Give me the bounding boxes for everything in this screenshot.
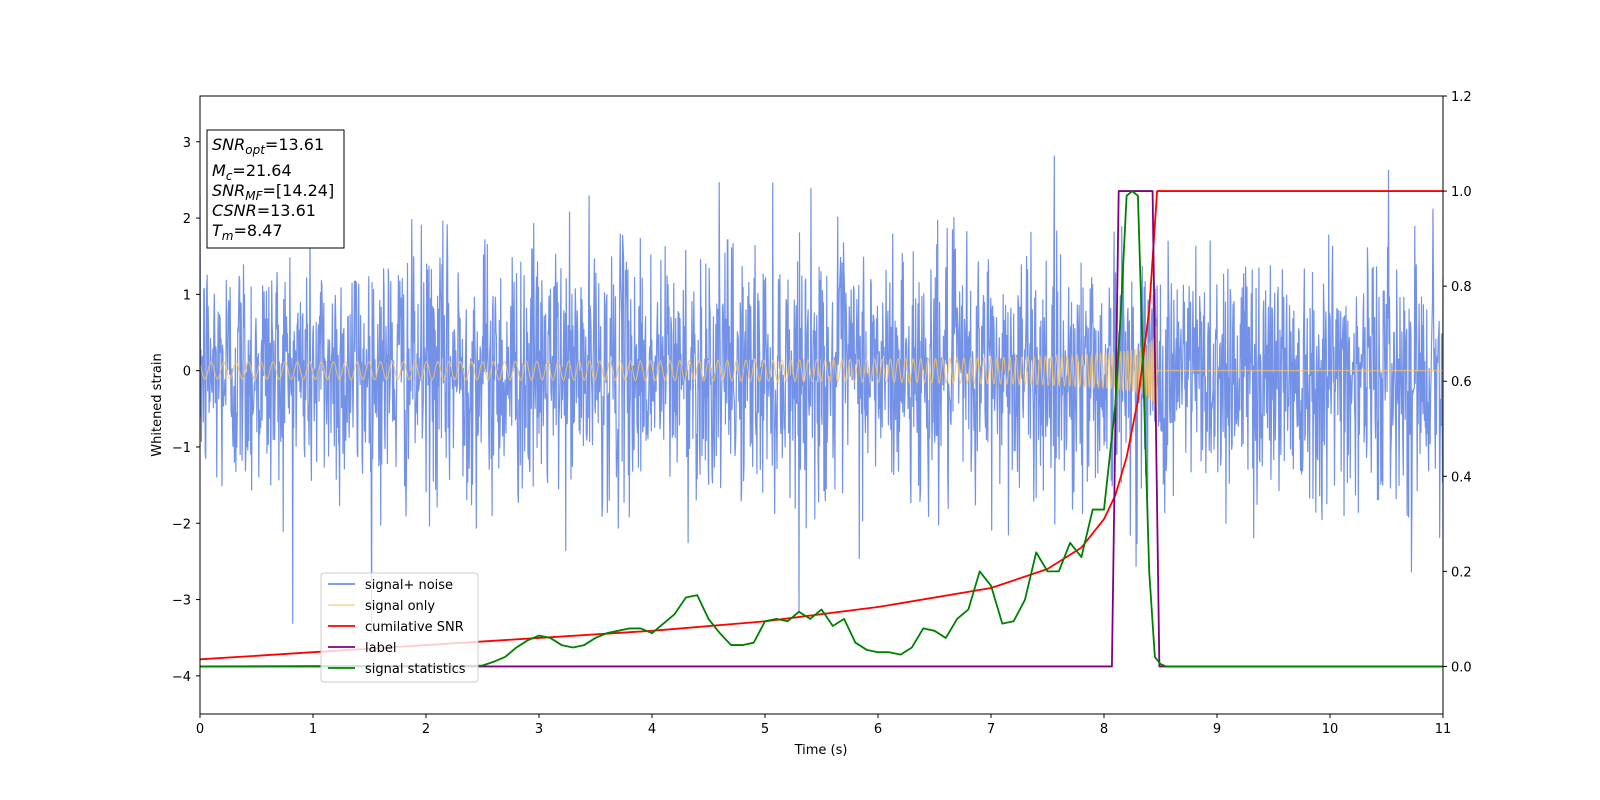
y-tick-label: −4 (172, 670, 191, 685)
x-tick-label: 11 (1435, 722, 1452, 737)
y2-tick-label: 0.2 (1451, 565, 1472, 580)
y-tick-label: 2 (183, 212, 191, 227)
series-signal-noise (200, 155, 1443, 634)
x-tick-label: 6 (874, 722, 882, 737)
legend-label: signal+ noise (365, 578, 453, 593)
y-tick-label: 1 (183, 288, 191, 303)
x-tick-label: 7 (987, 722, 995, 737)
y2-tick-label: 0.8 (1451, 280, 1472, 295)
info-line-snr-opt: SNRopt=13.61 (212, 135, 324, 157)
plot-series (200, 155, 1443, 668)
x-tick-label: 8 (1100, 722, 1108, 737)
x-axis-label: Time (s) (794, 743, 848, 758)
legend-item-cumilative-snr: cumilative SNR (328, 620, 464, 635)
y-axis-label: Whitened strain (150, 353, 165, 456)
y-axis-right: 1.2 1.0 0.8 0.6 0.4 0.2 0.0 (1443, 90, 1472, 675)
x-tick-label: 9 (1213, 722, 1221, 737)
legend-item-signal-noise: signal+ noise (328, 578, 453, 593)
y2-tick-label: 1.2 (1451, 90, 1472, 105)
x-tick-label: 5 (761, 722, 769, 737)
legend-label: cumilative SNR (365, 620, 464, 635)
legend-item-label: label (328, 641, 396, 656)
y-tick-label: −3 (172, 594, 191, 609)
x-tick-label: 3 (535, 722, 543, 737)
legend-item-signal-statistics: signal statistics (328, 662, 466, 677)
y2-tick-label: 0.0 (1451, 660, 1472, 675)
plot-frame (199, 95, 1444, 715)
legend-item-signal-only: signal only (328, 599, 435, 614)
info-box: SNRopt=13.61 Mc=21.64SNRMF=[14.24]CSNR=13… (206, 129, 345, 249)
legend-label: signal statistics (365, 662, 466, 677)
x-tick-label: 4 (648, 722, 656, 737)
x-tick-label: 1 (309, 722, 317, 737)
x-axis: 0 1 2 3 4 5 6 7 8 9 10 11 (196, 714, 1451, 737)
legend: signal+ noise signal only cumilative SNR la… (320, 572, 479, 683)
info-box-frame (206, 129, 345, 249)
info-line-m-c: Mc=21.64 (212, 161, 292, 183)
y-axis-left: 3 2 1 0 −1 −2 −3 −4 (172, 136, 200, 685)
y2-tick-label: 0.6 (1451, 375, 1472, 390)
legend-label: label (365, 641, 396, 656)
info-line-t-m: Tm=8.47 (212, 221, 283, 243)
y2-tick-label: 0.4 (1451, 470, 1472, 485)
y2-tick-label: 1.0 (1451, 185, 1472, 200)
legend-label: signal only (365, 599, 435, 614)
series-signal-statistics (200, 190, 1443, 668)
y-tick-label: −1 (172, 441, 191, 456)
series-cumilative-snr (200, 190, 1443, 661)
x-tick-label: 2 (422, 722, 430, 737)
info-line-csnr: CSNR=13.61 (212, 201, 316, 220)
y-tick-label: 3 (183, 136, 191, 151)
legend-frame (320, 572, 479, 683)
y-tick-label: 0 (183, 365, 191, 380)
y-tick-label: −2 (172, 517, 191, 532)
series-signal-only (200, 326, 1443, 424)
info-line-snr-mf: SNRMF=[14.24] (212, 181, 334, 203)
x-tick-label: 0 (196, 722, 204, 737)
x-tick-label: 10 (1322, 722, 1339, 737)
